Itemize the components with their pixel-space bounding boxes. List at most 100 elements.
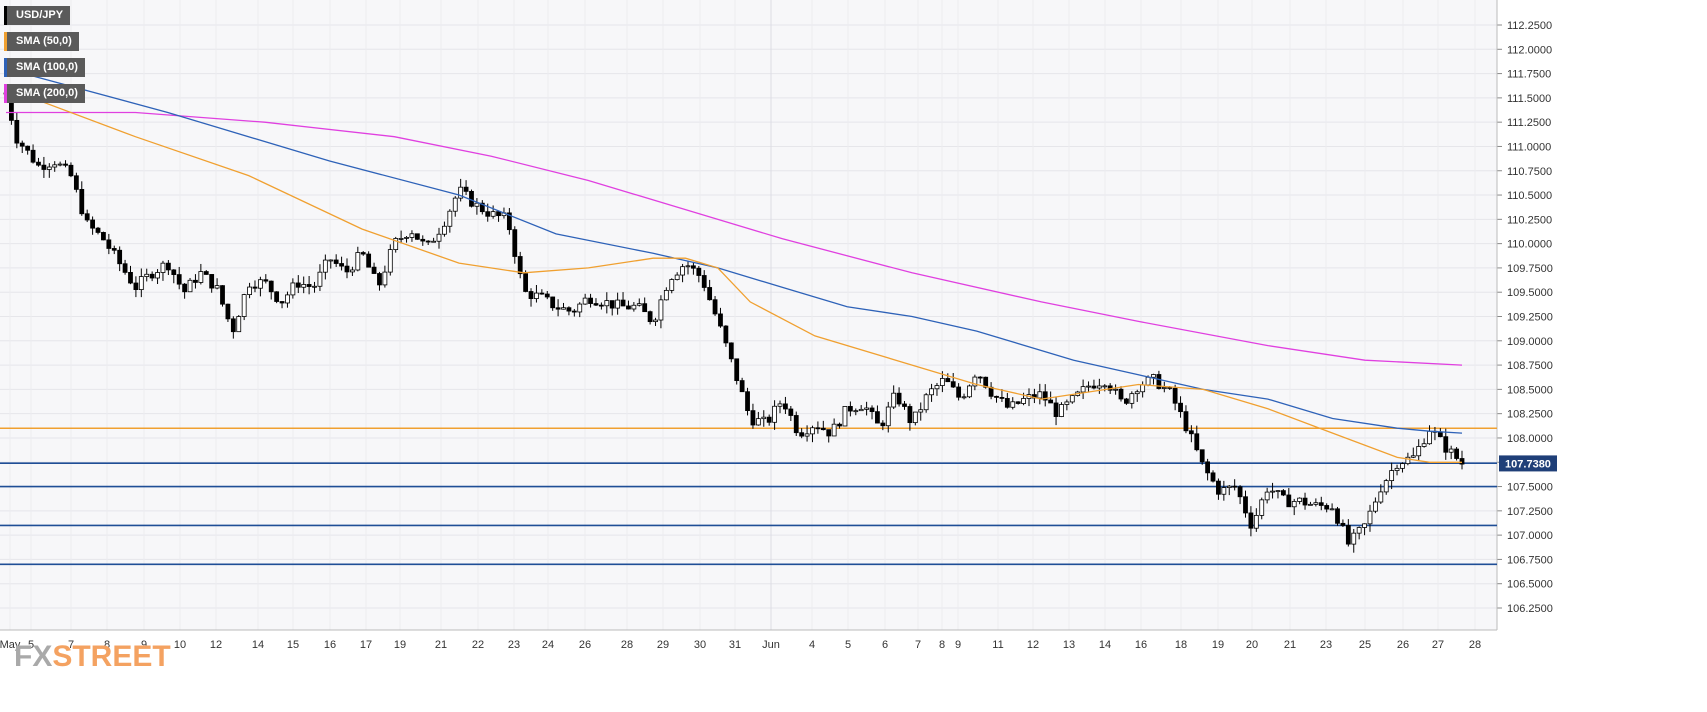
x-tick-label: 16 bbox=[1135, 639, 1147, 651]
candle-body bbox=[745, 391, 750, 412]
candle-body bbox=[1183, 411, 1189, 432]
candle-body bbox=[193, 279, 198, 283]
y-tick-label: 108.0000 bbox=[1507, 433, 1553, 445]
x-tick-label: 12 bbox=[210, 639, 222, 651]
x-tick-label: 21 bbox=[435, 639, 447, 651]
candle-body bbox=[604, 300, 610, 307]
candle-body bbox=[225, 303, 231, 320]
legend-label: SMA (100,0) bbox=[7, 58, 85, 77]
x-tick-label: 8 bbox=[939, 639, 945, 651]
x-tick-label: 29 bbox=[657, 639, 669, 651]
candle-body bbox=[858, 408, 864, 412]
candle-body bbox=[1329, 508, 1335, 511]
candle-body bbox=[663, 289, 669, 301]
candle-body bbox=[52, 164, 58, 168]
current-price-label: 107.7380 bbox=[1505, 458, 1551, 470]
x-tick-label: 22 bbox=[472, 639, 484, 651]
x-tick-label: 25 bbox=[1359, 639, 1371, 651]
x-tick-label: 28 bbox=[1469, 639, 1481, 651]
candle-body bbox=[257, 279, 263, 289]
x-tick-label: 6 bbox=[882, 639, 888, 651]
candle-body bbox=[1199, 449, 1205, 463]
candle-body bbox=[117, 249, 123, 265]
legend-item-sma50[interactable]: SMA (50,0) bbox=[4, 32, 85, 51]
candle-body bbox=[1194, 433, 1200, 451]
candle-body bbox=[220, 285, 225, 305]
candle-body bbox=[431, 240, 436, 243]
candle-body bbox=[701, 275, 707, 288]
candle-body bbox=[1421, 443, 1427, 447]
candle-body bbox=[945, 378, 951, 383]
x-tick-label: 14 bbox=[1099, 639, 1111, 651]
candle-body bbox=[236, 316, 242, 333]
candle-body bbox=[1459, 458, 1465, 465]
x-tick-label: 9 bbox=[955, 639, 961, 651]
candle-body bbox=[149, 273, 155, 279]
candle-body bbox=[631, 304, 637, 310]
candle-body bbox=[339, 263, 344, 267]
candle-body bbox=[571, 310, 577, 313]
candle-body bbox=[382, 271, 388, 286]
candle-body bbox=[561, 307, 566, 310]
legend-item-sma100[interactable]: SMA (100,0) bbox=[4, 58, 85, 77]
candle-body bbox=[842, 406, 848, 427]
candle-body bbox=[1145, 376, 1151, 386]
candle-body bbox=[447, 210, 453, 227]
candle-body bbox=[479, 202, 485, 213]
x-tick-label: 7 bbox=[68, 639, 74, 651]
logo-street: STREET bbox=[52, 640, 171, 673]
candle-body bbox=[1280, 490, 1286, 496]
candle-body bbox=[517, 256, 523, 275]
candle-body bbox=[880, 422, 886, 427]
candle-body bbox=[295, 282, 301, 288]
candle-body bbox=[934, 385, 940, 390]
x-tick-label: 19 bbox=[1212, 639, 1224, 651]
candle-body bbox=[1080, 386, 1086, 393]
y-tick-label: 107.5000 bbox=[1507, 482, 1553, 494]
candle-body bbox=[902, 403, 907, 407]
candle-body bbox=[707, 287, 713, 301]
x-tick-label: 31 bbox=[729, 639, 741, 651]
candle-body bbox=[14, 119, 20, 144]
candle-body bbox=[1394, 467, 1400, 471]
sma-50-line bbox=[5, 87, 1462, 463]
candle-body bbox=[1172, 387, 1178, 404]
candle-body bbox=[25, 145, 31, 151]
x-tick-label: 8 bbox=[104, 639, 110, 651]
candle-body bbox=[1178, 402, 1183, 413]
candle-body bbox=[1226, 485, 1232, 489]
candle-body bbox=[366, 253, 372, 268]
legend-item-usdjpy[interactable]: USD/JPY bbox=[4, 6, 85, 25]
candle-body bbox=[214, 285, 220, 289]
legend-item-sma200[interactable]: SMA (200,0) bbox=[4, 84, 85, 103]
candle-body bbox=[831, 423, 837, 437]
x-tick-label: 17 bbox=[360, 639, 372, 651]
candle-body bbox=[1410, 455, 1416, 458]
x-tick-label: 26 bbox=[579, 639, 591, 651]
candle-body bbox=[1118, 388, 1124, 400]
x-tick-label: 12 bbox=[1027, 639, 1039, 651]
candle-body bbox=[274, 291, 280, 302]
candle-body bbox=[209, 274, 215, 289]
y-tick-label: 110.2500 bbox=[1507, 214, 1552, 226]
candle-body bbox=[377, 273, 382, 286]
candle-body bbox=[90, 219, 96, 229]
candle-body bbox=[279, 301, 285, 304]
candle-body bbox=[1378, 491, 1384, 503]
candle-body bbox=[19, 142, 25, 147]
candle-body bbox=[837, 423, 842, 427]
candle-body bbox=[1356, 527, 1362, 534]
legend-swatch bbox=[4, 58, 7, 77]
candle-body bbox=[1102, 385, 1108, 388]
candle-body bbox=[1400, 463, 1405, 469]
candle-body bbox=[371, 266, 377, 274]
candle-body bbox=[750, 410, 756, 426]
candle-body bbox=[582, 297, 588, 305]
candle-body bbox=[360, 252, 366, 255]
candle-body bbox=[912, 411, 918, 424]
candle-body bbox=[593, 303, 599, 306]
candle-body bbox=[1286, 494, 1292, 508]
candle-body bbox=[398, 238, 404, 240]
candle-body bbox=[1454, 448, 1459, 459]
legend: USD/JPY SMA (50,0) SMA (100,0) SMA (200,… bbox=[4, 6, 85, 110]
